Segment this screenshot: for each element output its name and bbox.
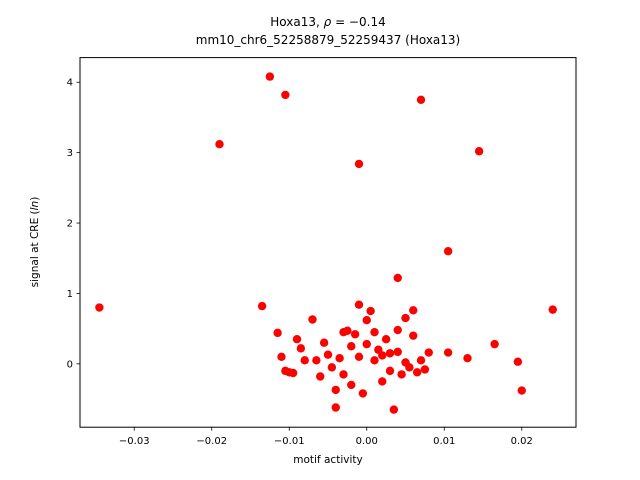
data-point [548, 305, 557, 314]
data-point [401, 313, 410, 323]
data-point [265, 72, 275, 81]
data-point [288, 368, 298, 378]
data-point [362, 339, 371, 349]
data-point [331, 403, 340, 412]
data-point [393, 325, 402, 335]
data-point [335, 354, 344, 363]
y-tick-label: 4 [67, 78, 73, 89]
data-point [443, 247, 453, 256]
x-tick-label: 0.02 [511, 436, 533, 447]
data-point [296, 344, 306, 353]
data-point [490, 339, 499, 349]
data-point [517, 386, 526, 395]
data-point [366, 306, 375, 316]
chart-title: Hoxa13, ρ = −0.14 [270, 15, 385, 29]
data-point [393, 347, 402, 357]
data-point [474, 147, 484, 156]
x-tick-label: −0.01 [274, 436, 305, 447]
data-point [354, 159, 364, 169]
rho-symbol: ρ [324, 15, 332, 29]
data-point [339, 370, 348, 379]
data-point [393, 273, 402, 283]
chart-subtitle: mm10_chr6_52258879_52259437 (Hoxa13) [196, 33, 460, 47]
data-point [385, 366, 395, 376]
y-axis-label: signal at CRE (ln) [29, 197, 41, 288]
data-point [350, 330, 360, 339]
x-axis-ticks: −0.03 −0.02 −0.01 0.00 0.01 0.02 [119, 427, 533, 447]
plot-area [79, 57, 577, 428]
data-point [257, 301, 267, 311]
y-axis-ticks: 0 1 2 3 4 [67, 78, 80, 370]
data-point [354, 300, 364, 309]
data-point [343, 326, 352, 335]
data-points [95, 72, 557, 414]
data-point [292, 335, 302, 344]
x-tick-label: −0.03 [119, 436, 150, 447]
data-point [424, 348, 433, 357]
data-point [378, 351, 387, 360]
data-point [323, 350, 333, 359]
y-tick-label: 1 [67, 289, 73, 300]
data-point [397, 370, 406, 379]
data-point [381, 335, 391, 344]
data-point [347, 380, 356, 390]
x-tick-label: 0.00 [356, 436, 378, 447]
data-point [354, 352, 364, 361]
data-point [463, 354, 472, 363]
y-tick-label: 0 [67, 359, 73, 370]
y-tick-label: 2 [67, 219, 73, 230]
data-point [95, 303, 104, 312]
data-point [412, 368, 422, 377]
data-point [300, 356, 309, 365]
data-point [316, 372, 325, 381]
data-point [443, 348, 453, 357]
x-tick-label: −0.02 [196, 436, 227, 447]
data-point [389, 405, 399, 414]
x-axis-label: motif activity [293, 454, 362, 466]
data-point [215, 139, 224, 149]
data-point [281, 90, 290, 100]
data-point [370, 356, 379, 365]
data-point [277, 352, 286, 361]
x-tick-label: 0.01 [433, 436, 455, 447]
data-point [416, 356, 426, 365]
data-point [416, 95, 426, 105]
data-point [347, 342, 356, 351]
data-point [308, 315, 317, 324]
data-point [409, 306, 418, 315]
data-point [420, 365, 430, 374]
data-point [513, 357, 523, 366]
data-point [385, 349, 395, 358]
data-point [409, 331, 418, 340]
data-point [358, 389, 368, 398]
data-point [327, 363, 337, 372]
data-point [370, 327, 379, 337]
data-point [273, 328, 282, 338]
y-tick-label: 3 [67, 148, 73, 159]
data-point [319, 338, 329, 347]
data-point [378, 377, 387, 386]
data-point [405, 363, 414, 372]
data-point [331, 385, 340, 395]
data-point [312, 356, 321, 365]
data-point [362, 315, 371, 325]
